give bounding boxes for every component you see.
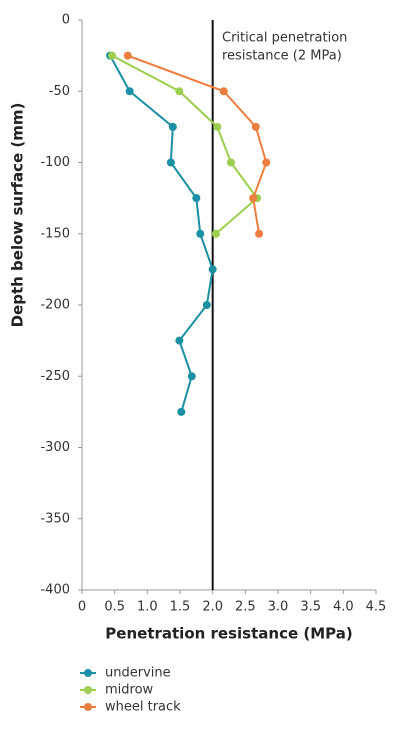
y-tick-label: -100 bbox=[40, 155, 70, 170]
point bbox=[211, 229, 220, 238]
y-tick-label: -250 bbox=[40, 369, 70, 384]
y-tick-label: 0 bbox=[62, 13, 70, 28]
legend-marker bbox=[84, 703, 92, 711]
x-tick-label: 1.5 bbox=[170, 600, 191, 615]
x-tick-label: 2.0 bbox=[202, 600, 223, 615]
point bbox=[168, 122, 177, 131]
x-tick-label: 3.0 bbox=[268, 600, 289, 615]
point bbox=[175, 336, 184, 345]
annotation: resistance (2 MPa) bbox=[222, 49, 342, 64]
legend-label: undervine bbox=[105, 666, 171, 681]
x-tick-label: 4.0 bbox=[333, 600, 354, 615]
x-tick-label: 4.5 bbox=[366, 600, 387, 615]
point bbox=[262, 158, 271, 167]
point bbox=[255, 229, 264, 238]
point bbox=[187, 372, 196, 381]
point bbox=[108, 51, 117, 60]
x-tick-label: 1.0 bbox=[137, 600, 158, 615]
point bbox=[249, 194, 258, 203]
y-tick-label: -150 bbox=[40, 226, 70, 241]
series-line bbox=[127, 54, 268, 234]
legend-label: midrow bbox=[105, 683, 154, 698]
point bbox=[196, 229, 205, 238]
point bbox=[125, 87, 134, 96]
point bbox=[208, 265, 217, 274]
point bbox=[123, 51, 132, 60]
point bbox=[251, 122, 260, 131]
x-tick-label: 0 bbox=[78, 600, 86, 615]
legend-marker bbox=[84, 686, 92, 694]
point bbox=[192, 194, 201, 203]
y-tick-label: -350 bbox=[40, 511, 70, 526]
y-axis-title: Depth below surface (mm) bbox=[9, 103, 27, 328]
point bbox=[166, 158, 175, 167]
x-tick-label: 2.5 bbox=[235, 600, 256, 615]
legend-marker bbox=[84, 669, 92, 677]
annotation: Critical penetration bbox=[222, 31, 347, 46]
point bbox=[177, 407, 186, 416]
point bbox=[213, 122, 222, 131]
x-axis-title: Penetration resistance (MPa) bbox=[105, 625, 352, 643]
y-tick-label: -300 bbox=[40, 440, 70, 455]
point bbox=[226, 158, 235, 167]
x-tick-label: 0.5 bbox=[104, 600, 125, 615]
y-tick-label: -50 bbox=[49, 84, 70, 99]
y-tick-label: -400 bbox=[40, 583, 70, 598]
y-tick-label: -200 bbox=[40, 298, 70, 313]
point bbox=[202, 301, 211, 309]
point bbox=[175, 87, 184, 96]
x-tick-label: 3.5 bbox=[300, 600, 321, 615]
legend-label: wheel track bbox=[105, 700, 181, 715]
point bbox=[219, 87, 228, 96]
series-line bbox=[111, 54, 259, 235]
